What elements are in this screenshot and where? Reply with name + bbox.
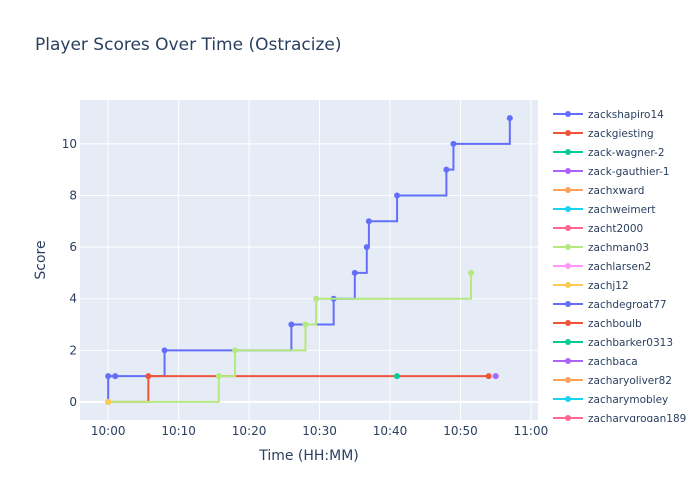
- data-point[interactable]: [232, 347, 239, 354]
- legend-label: zacht2000: [588, 223, 643, 235]
- legend-marker: [565, 377, 571, 383]
- tick-labels: 10:00 10:10 10:20 10:30 10:40 10:50 11:00 0 2 4 6 8…: [62, 137, 549, 438]
- data-point[interactable]: [363, 244, 370, 251]
- legend-label: zacharymobley: [588, 394, 668, 406]
- legend-label: zachman03: [588, 242, 649, 254]
- legend-marker: [565, 149, 571, 155]
- legend-marker: [565, 263, 571, 269]
- legend-item[interactable]: zachweimert: [553, 204, 655, 216]
- y-tick-label: 4: [69, 292, 77, 306]
- legend-marker: [565, 339, 571, 345]
- legend-label: zacharygrogan189: [588, 413, 686, 425]
- legend-item[interactable]: zacharyoliver82: [553, 375, 672, 387]
- y-tick-label: 0: [69, 395, 77, 409]
- legend[interactable]: zackshapiro14 zackgiesting zack-wagner-2 za…: [553, 109, 686, 425]
- legend-marker: [565, 168, 571, 174]
- x-tick-label: 11:00: [514, 424, 549, 438]
- legend-marker: [565, 187, 571, 193]
- legend-label: zachdegroat77: [588, 299, 667, 311]
- x-tick-label: 10:50: [443, 424, 478, 438]
- legend-label: zachlarsen2: [588, 261, 651, 273]
- legend-label: zachj12: [588, 280, 629, 292]
- legend-label: zachbarker0313: [588, 337, 673, 349]
- series-zack-gauthier-1: [492, 373, 499, 380]
- plot-background: [80, 100, 538, 420]
- legend-label: zachweimert: [588, 204, 655, 216]
- legend-item[interactable]: zachbarker0313: [553, 337, 673, 349]
- legend-marker: [565, 320, 571, 326]
- legend-item[interactable]: zachdegroat77: [553, 299, 667, 311]
- legend-label: zachxward: [588, 185, 644, 197]
- legend-item[interactable]: zachj12: [553, 280, 629, 292]
- data-point[interactable]: [394, 373, 401, 380]
- legend-label: zacharyoliver82: [588, 375, 672, 387]
- legend-label: zachbaca: [588, 356, 638, 368]
- legend-item[interactable]: zachbaca: [553, 356, 638, 368]
- series-layer: [105, 115, 513, 405]
- legend-marker: [565, 396, 571, 402]
- data-point[interactable]: [288, 321, 295, 328]
- data-point[interactable]: [365, 218, 372, 225]
- series-zackshapiro14: [105, 115, 513, 405]
- x-tick-label: 10:40: [373, 424, 408, 438]
- x-tick-label: 10:00: [91, 424, 126, 438]
- y-tick-label: 10: [62, 137, 77, 151]
- data-point[interactable]: [506, 115, 513, 122]
- data-point[interactable]: [215, 373, 222, 380]
- data-point[interactable]: [394, 192, 401, 199]
- legend-item[interactable]: zack-wagner-2: [553, 147, 665, 159]
- legend-item[interactable]: zacharygrogan189: [553, 413, 686, 425]
- legend-label: zackshapiro14: [588, 109, 664, 121]
- data-point[interactable]: [485, 373, 492, 380]
- legend-item[interactable]: zackshapiro14: [553, 109, 664, 121]
- data-point[interactable]: [105, 398, 112, 405]
- y-axis-title: Score: [33, 240, 49, 279]
- legend-item[interactable]: zachboulb: [553, 318, 642, 330]
- legend-marker: [565, 206, 571, 212]
- legend-marker: [565, 415, 571, 421]
- data-point[interactable]: [450, 140, 457, 147]
- chart-title: Player Scores Over Time (Ostracize): [35, 35, 342, 55]
- x-tick-label: 10:30: [302, 424, 337, 438]
- series-zack-wagner-2: [394, 373, 401, 380]
- data-point[interactable]: [492, 373, 499, 380]
- legend-label: zackgiesting: [588, 128, 654, 140]
- legend-item[interactable]: zacharymobley: [553, 394, 668, 406]
- data-point[interactable]: [145, 373, 152, 380]
- data-point[interactable]: [161, 347, 168, 354]
- series-line: [108, 272, 473, 403]
- legend-item[interactable]: zacht2000: [553, 223, 643, 235]
- legend-marker: [565, 111, 571, 117]
- data-point[interactable]: [313, 295, 320, 302]
- data-point[interactable]: [112, 373, 119, 380]
- data-point[interactable]: [302, 321, 309, 328]
- series-zachj12: [105, 398, 112, 405]
- data-point[interactable]: [351, 269, 358, 276]
- legend-marker: [565, 225, 571, 231]
- data-point[interactable]: [105, 373, 112, 380]
- legend-marker: [565, 282, 571, 288]
- legend-marker: [565, 130, 571, 136]
- legend-marker: [565, 358, 571, 364]
- y-tick-label: 8: [69, 188, 77, 202]
- legend-item[interactable]: zack-gauthier-1: [553, 166, 670, 178]
- legend-item[interactable]: zackgiesting: [553, 128, 654, 140]
- legend-item[interactable]: zachlarsen2: [553, 261, 651, 273]
- legend-label: zack-gauthier-1: [588, 166, 670, 178]
- legend-label: zachboulb: [588, 318, 642, 330]
- x-tick-label: 10:20: [232, 424, 267, 438]
- legend-label: zack-wagner-2: [588, 147, 665, 159]
- data-point[interactable]: [443, 166, 450, 173]
- legend-item[interactable]: zachxward: [553, 185, 644, 197]
- x-tick-label: 10:10: [161, 424, 196, 438]
- x-axis-title: Time (HH:MM): [258, 448, 359, 464]
- legend-marker: [565, 301, 571, 307]
- y-tick-label: 6: [69, 240, 77, 254]
- data-point[interactable]: [468, 269, 475, 276]
- legend-item[interactable]: zachman03: [553, 242, 649, 254]
- y-tick-label: 2: [69, 343, 77, 357]
- legend-marker: [565, 244, 571, 250]
